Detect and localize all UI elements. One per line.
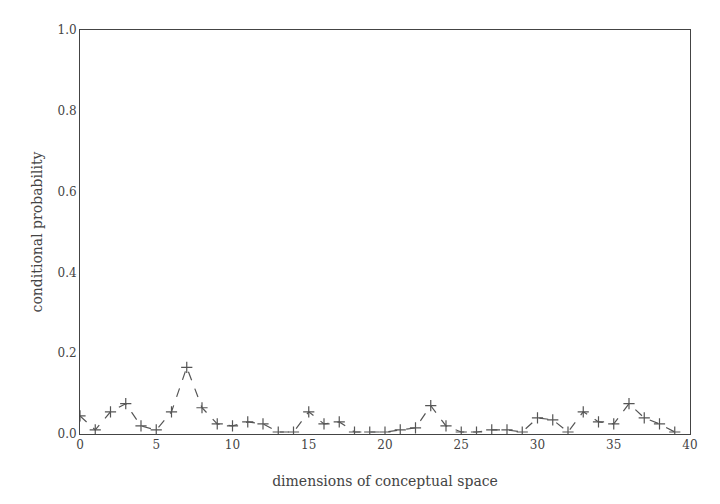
svg-text:25: 25	[454, 438, 469, 452]
svg-text:0.6: 0.6	[58, 185, 77, 199]
svg-text:0.2: 0.2	[58, 346, 77, 360]
svg-text:1.0: 1.0	[58, 23, 77, 37]
svg-text:5: 5	[152, 438, 160, 452]
svg-text:30: 30	[530, 438, 545, 452]
svg-text:0.0: 0.0	[58, 427, 77, 441]
svg-text:0.8: 0.8	[58, 104, 77, 118]
svg-text:40: 40	[682, 438, 697, 452]
svg-text:35: 35	[606, 438, 621, 452]
svg-text:10: 10	[225, 438, 240, 452]
svg-text:0.4: 0.4	[58, 266, 77, 280]
svg-text:conditional probability: conditional probability	[29, 151, 45, 312]
svg-text:0: 0	[76, 438, 84, 452]
svg-text:15: 15	[301, 438, 316, 452]
svg-text:dimensions of conceptual space: dimensions of conceptual space	[272, 473, 498, 489]
svg-text:20: 20	[377, 438, 392, 452]
